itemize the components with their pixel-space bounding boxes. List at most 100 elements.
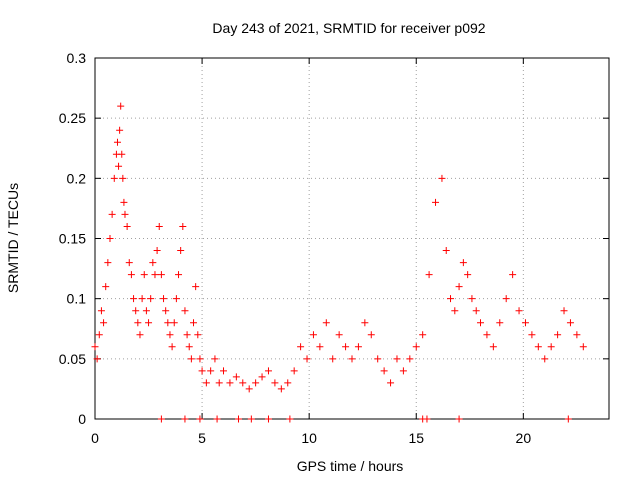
data-point <box>303 355 311 363</box>
data-point <box>232 373 240 381</box>
data-point <box>455 415 463 423</box>
y-axis-label: SRMTID / TECUs <box>5 183 21 293</box>
data-point <box>97 307 105 315</box>
data-point <box>187 355 195 363</box>
data-point <box>110 174 118 182</box>
data-point <box>162 307 170 315</box>
data-point <box>118 150 126 158</box>
data-point <box>472 307 480 315</box>
data-point <box>335 331 343 339</box>
data-point <box>438 174 446 182</box>
data-point <box>509 271 517 279</box>
data-point <box>258 373 266 381</box>
data-point <box>423 415 431 423</box>
data-point <box>185 343 193 351</box>
data-point <box>447 295 455 303</box>
data-point <box>247 415 255 423</box>
data-point <box>198 367 206 375</box>
data-point <box>157 271 165 279</box>
data-point <box>220 367 227 375</box>
data-point <box>239 379 247 387</box>
data-point <box>502 295 510 303</box>
x-tick-label: 5 <box>198 430 206 446</box>
y-tick-label: 0.15 <box>59 231 86 247</box>
y-tick-label: 0.25 <box>59 110 86 126</box>
data-point <box>136 331 144 339</box>
data-point <box>547 343 555 351</box>
data-point <box>579 343 587 351</box>
data-point <box>432 198 440 206</box>
data-point <box>130 295 138 303</box>
data-point <box>179 222 187 230</box>
data-point <box>573 331 581 339</box>
data-point <box>108 210 116 218</box>
data-point <box>566 319 574 327</box>
data-point <box>264 415 272 423</box>
data-point <box>95 331 103 339</box>
data-point <box>528 331 536 339</box>
data-point <box>271 379 279 387</box>
data-point <box>264 367 272 375</box>
data-point <box>252 379 260 387</box>
data-point <box>157 415 165 423</box>
data-point <box>468 295 476 303</box>
data-point <box>226 379 234 387</box>
data-point <box>316 343 324 351</box>
data-point <box>190 319 198 327</box>
y-tick-label: 0.05 <box>59 351 86 367</box>
data-point <box>93 355 101 363</box>
data-point <box>290 367 298 375</box>
data-point <box>115 162 123 170</box>
data-point <box>342 343 350 351</box>
data-point <box>196 415 204 423</box>
data-point <box>464 271 472 279</box>
data-point <box>177 247 185 255</box>
data-point <box>393 355 401 363</box>
data-point <box>91 343 99 351</box>
data-point <box>120 198 128 206</box>
data-point <box>160 295 168 303</box>
data-point <box>459 259 467 267</box>
data-point <box>138 295 146 303</box>
data-point <box>564 415 572 423</box>
data-point <box>483 331 491 339</box>
data-point <box>329 355 337 363</box>
y-tick-label: 0 <box>78 411 86 427</box>
data-point <box>192 283 200 291</box>
data-point <box>123 222 131 230</box>
data-point <box>286 415 294 423</box>
data-point <box>172 295 180 303</box>
data-point <box>521 319 529 327</box>
x-tick-label: 15 <box>408 430 424 446</box>
data-point <box>142 307 150 315</box>
gridlines <box>95 58 609 419</box>
data-point <box>406 355 414 363</box>
data-point <box>297 343 305 351</box>
data-point <box>489 343 497 351</box>
y-tick-label: 0.2 <box>67 170 87 186</box>
data-point <box>374 355 382 363</box>
data-point <box>102 283 110 291</box>
data-point <box>117 102 125 110</box>
data-points <box>91 102 587 423</box>
data-point <box>322 319 330 327</box>
data-point <box>164 319 172 327</box>
data-point <box>477 319 484 327</box>
data-point <box>534 343 542 351</box>
data-point <box>121 210 129 218</box>
x-tick-label: 0 <box>91 430 99 446</box>
data-point <box>181 307 189 315</box>
y-tick-label: 0.1 <box>67 291 87 307</box>
y-tick-label: 0.3 <box>67 50 87 66</box>
data-point <box>153 247 161 255</box>
data-point <box>119 174 127 182</box>
data-point <box>412 343 420 351</box>
data-point <box>183 331 191 339</box>
data-point <box>207 367 215 375</box>
data-point <box>170 319 178 327</box>
data-point <box>451 307 459 315</box>
data-point <box>234 415 242 423</box>
data-point <box>419 331 427 339</box>
axis-ticks: 0 0.05 0.1 0.15 0.2 0.25 0.3 0 5 10 15 20 <box>59 50 609 446</box>
